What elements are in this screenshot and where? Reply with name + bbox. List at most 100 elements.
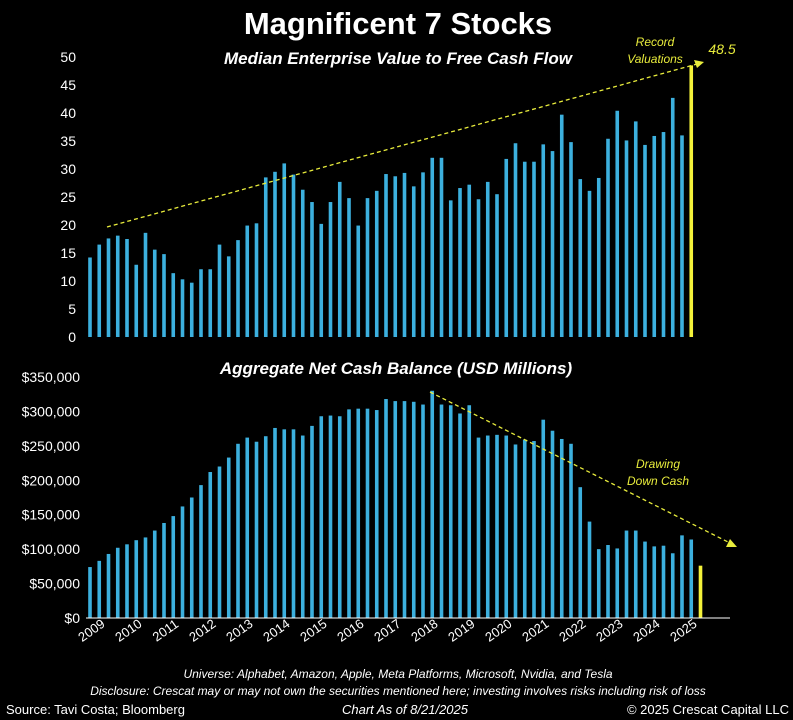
cash-bar <box>559 438 564 618</box>
valuation-bar <box>226 256 231 337</box>
valuation-bar <box>467 184 472 337</box>
cash-y-tick-label: $0 <box>64 610 80 626</box>
cash-y-tick-label: $300,000 <box>22 403 81 419</box>
valuation-bars <box>88 65 694 338</box>
cash-y-tick-label: $200,000 <box>22 472 81 488</box>
cash-bar <box>624 530 629 618</box>
valuation-bar <box>633 121 638 338</box>
x-tick-label: 2022 <box>556 616 588 645</box>
cash-bar <box>606 545 610 618</box>
valuation-bar <box>587 190 592 337</box>
valuation-bar <box>578 179 583 337</box>
cash-bar <box>541 419 546 618</box>
cash-bar <box>134 540 139 618</box>
cash-bar <box>282 429 287 618</box>
valuation-bar <box>152 249 157 337</box>
valuation-bar <box>162 254 166 337</box>
valuation-y-tick-label: 20 <box>60 217 76 233</box>
cash-bar <box>328 415 333 618</box>
cash-bar <box>569 443 573 618</box>
record-valuations-line2: Valuations <box>627 52 683 66</box>
source-note: Source: Tavi Costa; Bloomberg <box>6 702 185 717</box>
cash-bar <box>245 437 250 618</box>
valuation-y-axis: 0 5 10 15 20 25 30 35 40 45 50 <box>60 49 76 345</box>
valuation-y-tick-label: 5 <box>68 301 76 317</box>
valuation-bar <box>550 151 555 337</box>
cash-bar <box>532 441 536 618</box>
cash-bar <box>633 530 638 618</box>
cash-bar <box>125 544 129 618</box>
cash-bar <box>273 427 277 618</box>
valuation-y-tick-label: 0 <box>68 329 76 345</box>
cash-bar <box>513 444 518 618</box>
valuation-bar <box>180 279 185 337</box>
cash-bar <box>652 546 657 618</box>
valuation-y-tick-label: 30 <box>60 161 76 177</box>
valuation-bar <box>236 240 240 337</box>
x-tick-label: 2009 <box>75 616 107 645</box>
valuation-bar <box>532 161 536 337</box>
cash-arrowhead <box>726 539 737 547</box>
x-tick-label: 2013 <box>223 616 255 645</box>
cash-bar <box>189 497 194 618</box>
valuation-bar <box>485 181 490 337</box>
x-tick-label: 2014 <box>260 616 292 645</box>
valuation-bar <box>217 244 222 337</box>
cash-bar <box>439 404 444 618</box>
valuation-bar <box>310 202 314 337</box>
valuation-bar <box>504 158 509 337</box>
cash-bar <box>402 401 407 618</box>
cash-bar <box>236 443 240 618</box>
cash-bar <box>162 522 166 618</box>
record-value-label: 48.5 <box>708 41 735 57</box>
valuation-chart-title: Median Enterprise Value to Free Cash Flo… <box>224 49 574 68</box>
valuation-bar <box>245 225 250 337</box>
universe-note: Universe: Alphabet, Amazon, Apple, Meta … <box>183 667 612 681</box>
x-axis-ticks: 2009 2010 2011 2012 2013 2014 2015 2016 2017 2018… <box>75 616 699 645</box>
valuation-y-tick-label: 35 <box>60 133 76 149</box>
valuation-bar <box>541 144 546 337</box>
valuation-bar <box>337 181 342 337</box>
cash-bar <box>550 430 555 618</box>
valuation-bar <box>199 269 203 337</box>
x-tick-label: 2015 <box>297 616 329 645</box>
valuation-arrowhead <box>694 60 704 68</box>
valuation-bar <box>143 232 148 337</box>
x-tick-label: 2019 <box>445 616 477 645</box>
cash-bar <box>143 537 148 618</box>
cash-bar <box>291 429 296 618</box>
cash-bar <box>522 439 527 618</box>
drawing-down-cash-line1: Drawing <box>636 457 680 471</box>
copyright-note: © 2025 Crescat Capital LLC <box>627 702 789 717</box>
cash-bar <box>411 401 416 618</box>
valuation-bar <box>402 172 407 337</box>
drawing-down-cash-line2: Down Cash <box>627 474 689 488</box>
x-tick-label: 2021 <box>519 616 551 645</box>
valuation-bar <box>374 190 379 337</box>
cash-bar <box>421 404 425 618</box>
x-tick-label: 2023 <box>593 616 625 645</box>
x-tick-label: 2017 <box>371 616 403 645</box>
x-tick-label: 2016 <box>334 616 366 645</box>
main-title: Magnificent 7 Stocks <box>244 6 552 41</box>
cash-bar <box>300 435 305 618</box>
valuation-y-tick-label: 10 <box>60 273 76 289</box>
cash-bar <box>319 416 324 618</box>
cash-bar <box>152 530 157 618</box>
cash-bar <box>587 521 592 618</box>
valuation-y-tick-label: 25 <box>60 189 76 205</box>
valuation-bar <box>106 238 111 337</box>
x-tick-label: 2011 <box>150 616 182 644</box>
x-tick-label: 2024 <box>630 616 662 645</box>
valuation-y-tick-label: 50 <box>60 49 76 65</box>
cash-bar <box>689 539 694 618</box>
valuation-bar <box>495 194 499 337</box>
valuation-bar <box>569 142 573 337</box>
valuation-bar <box>559 114 564 338</box>
cash-y-tick-label: $100,000 <box>22 541 81 557</box>
valuation-bar <box>430 157 435 337</box>
valuation-bar <box>624 140 629 337</box>
valuation-bar <box>125 239 129 337</box>
valuation-bar <box>282 163 287 337</box>
cash-bar <box>384 399 388 618</box>
